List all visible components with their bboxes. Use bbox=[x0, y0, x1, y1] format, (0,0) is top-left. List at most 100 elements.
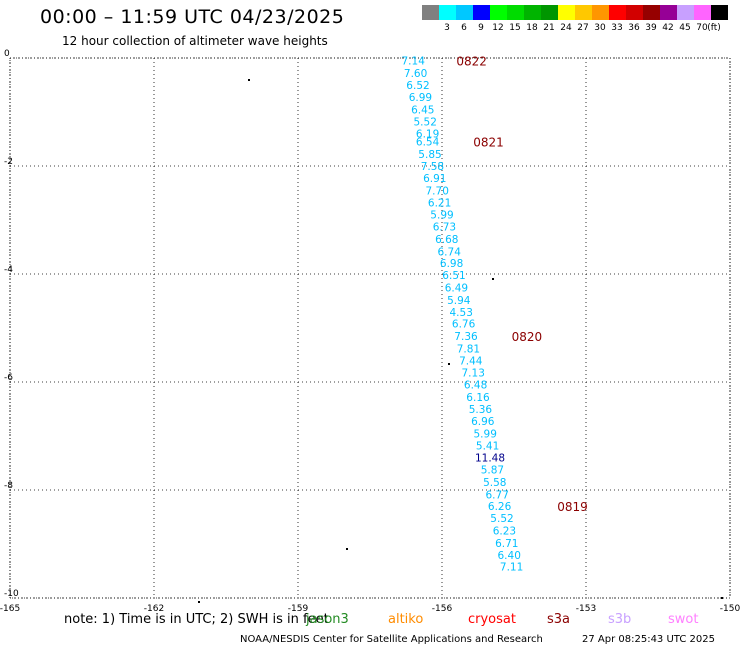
color-swatch bbox=[490, 5, 507, 20]
pass-time-label: 0819 bbox=[557, 500, 588, 514]
legend-jason3: jason3 bbox=[306, 612, 349, 627]
color-swatch bbox=[456, 5, 473, 20]
credit-line: NOAA/NESDIS Center for Satellite Applica… bbox=[240, 634, 543, 645]
x-tick-label: -159 bbox=[288, 604, 309, 614]
island-marker bbox=[492, 278, 494, 280]
wave-height-value: 7.70 bbox=[426, 185, 449, 197]
footer-note: note: 1) Time is in UTC; 2) SWH is in fe… bbox=[64, 612, 329, 627]
wave-height-value: 7.14 bbox=[402, 56, 426, 68]
color-swatch bbox=[473, 5, 490, 20]
legend-swot: swot bbox=[668, 612, 699, 627]
wave-height-value: 6.99 bbox=[409, 92, 432, 104]
page-subtitle: 12 hour collection of altimeter wave hei… bbox=[62, 34, 328, 48]
wave-height-value: 5.41 bbox=[476, 441, 499, 453]
color-scale-tick: 12 bbox=[492, 23, 504, 33]
wave-height-value: 4.53 bbox=[450, 307, 473, 319]
color-swatch bbox=[439, 5, 456, 20]
map-frame bbox=[9, 57, 731, 599]
wave-height-value: 6.49 bbox=[445, 283, 468, 295]
wave-height-value: 6.26 bbox=[488, 501, 512, 513]
color-swatch bbox=[626, 5, 643, 20]
wave-height-value: 6.16 bbox=[466, 392, 490, 404]
wave-height-value: 5.85 bbox=[418, 149, 441, 161]
color-scale-tick: 9 bbox=[478, 23, 484, 33]
legend-cryosat: cryosat bbox=[468, 612, 516, 627]
legend-s3b: s3b bbox=[608, 612, 632, 627]
wave-height-value: 6.51 bbox=[442, 270, 465, 282]
wave-height-value: 6.77 bbox=[486, 489, 509, 501]
y-tick-label: -6 bbox=[4, 373, 13, 383]
wave-height-value: 6.45 bbox=[411, 104, 434, 116]
y-tick-label: -2 bbox=[4, 157, 13, 167]
color-swatch bbox=[694, 5, 711, 20]
color-scale-tick: 45 bbox=[679, 23, 691, 33]
color-scale-tick: 70 bbox=[696, 23, 708, 33]
color-scale-unit: (ft) bbox=[707, 23, 721, 33]
y-tick-label: -4 bbox=[4, 265, 13, 275]
wave-height-value: 6.23 bbox=[493, 526, 516, 538]
island-marker bbox=[346, 548, 348, 550]
wave-height-value: 6.76 bbox=[452, 319, 476, 331]
wave-height-value: 5.52 bbox=[490, 513, 513, 525]
wave-height-value: 5.52 bbox=[414, 117, 437, 129]
island-marker bbox=[248, 79, 250, 81]
page-title: 00:00 – 11:59 UTC 04/23/2025 bbox=[40, 6, 345, 28]
x-tick-label: -162 bbox=[144, 604, 164, 614]
wave-height-value: 5.87 bbox=[481, 464, 504, 476]
island-marker bbox=[721, 597, 723, 599]
color-scale-tick: 15 bbox=[509, 23, 521, 33]
color-scale-tick: 24 bbox=[560, 23, 572, 33]
color-swatch bbox=[507, 5, 524, 20]
wave-height-value: 6.54 bbox=[416, 137, 440, 149]
color-scale-tick: 36 bbox=[628, 23, 640, 33]
color-scale-tick: 3 bbox=[444, 23, 450, 33]
color-swatch bbox=[609, 5, 626, 20]
y-tick-label: 0 bbox=[4, 49, 10, 59]
island-marker bbox=[198, 601, 200, 603]
wave-height-value: 7.13 bbox=[462, 367, 485, 379]
color-swatch bbox=[541, 5, 558, 20]
y-tick-label: -8 bbox=[4, 481, 13, 491]
wave-height-value: 6.68 bbox=[435, 234, 458, 246]
y-tick-label: -10 bbox=[4, 589, 19, 599]
color-scale-tick: 42 bbox=[662, 23, 674, 33]
pass-time-label: 0821 bbox=[473, 136, 504, 150]
wave-height-value: 6.40 bbox=[498, 550, 521, 562]
wave-height-value: 6.48 bbox=[464, 380, 487, 392]
color-swatch bbox=[524, 5, 541, 20]
x-tick-label: -156 bbox=[432, 604, 453, 614]
color-scale-tick: 33 bbox=[611, 23, 623, 33]
color-scale-tick: 39 bbox=[645, 23, 657, 33]
wave-height-value: 6.52 bbox=[406, 80, 429, 92]
wave-height-value: 6.73 bbox=[433, 221, 456, 233]
wave-height-value: 7.58 bbox=[421, 161, 444, 173]
color-swatch bbox=[677, 5, 694, 20]
wave-height-value: 7.60 bbox=[404, 68, 427, 80]
wave-height-value: 7.36 bbox=[454, 331, 478, 343]
color-swatch bbox=[558, 5, 575, 20]
wave-height-value: 6.98 bbox=[440, 258, 463, 270]
wave-height-value: 5.99 bbox=[430, 210, 453, 222]
wave-height-value: 6.71 bbox=[495, 538, 518, 550]
x-tick-label: -153 bbox=[576, 604, 596, 614]
color-swatch bbox=[422, 5, 439, 20]
wave-height-value: 6.21 bbox=[428, 198, 451, 210]
wave-height-value: 6.91 bbox=[423, 173, 446, 185]
wave-height-value: 5.99 bbox=[474, 428, 497, 440]
generation-timestamp: 27 Apr 08:25:43 UTC 2025 bbox=[582, 634, 715, 645]
color-swatch bbox=[711, 5, 728, 20]
wave-height-value: 7.81 bbox=[457, 344, 480, 356]
color-scale-tick: 18 bbox=[526, 23, 538, 33]
color-swatch bbox=[592, 5, 609, 20]
wave-height-value: 5.58 bbox=[483, 477, 506, 489]
color-scale-tick: 6 bbox=[461, 23, 467, 33]
color-swatch bbox=[575, 5, 592, 20]
island-marker bbox=[448, 363, 450, 365]
wave-height-value: 7.44 bbox=[459, 355, 483, 367]
color-swatch bbox=[643, 5, 660, 20]
wave-height-value: 7.11 bbox=[500, 562, 523, 574]
wave-height-value: 5.94 bbox=[447, 295, 471, 307]
pass-time-label: 0822 bbox=[456, 55, 487, 69]
x-tick-label: -150 bbox=[720, 604, 740, 614]
